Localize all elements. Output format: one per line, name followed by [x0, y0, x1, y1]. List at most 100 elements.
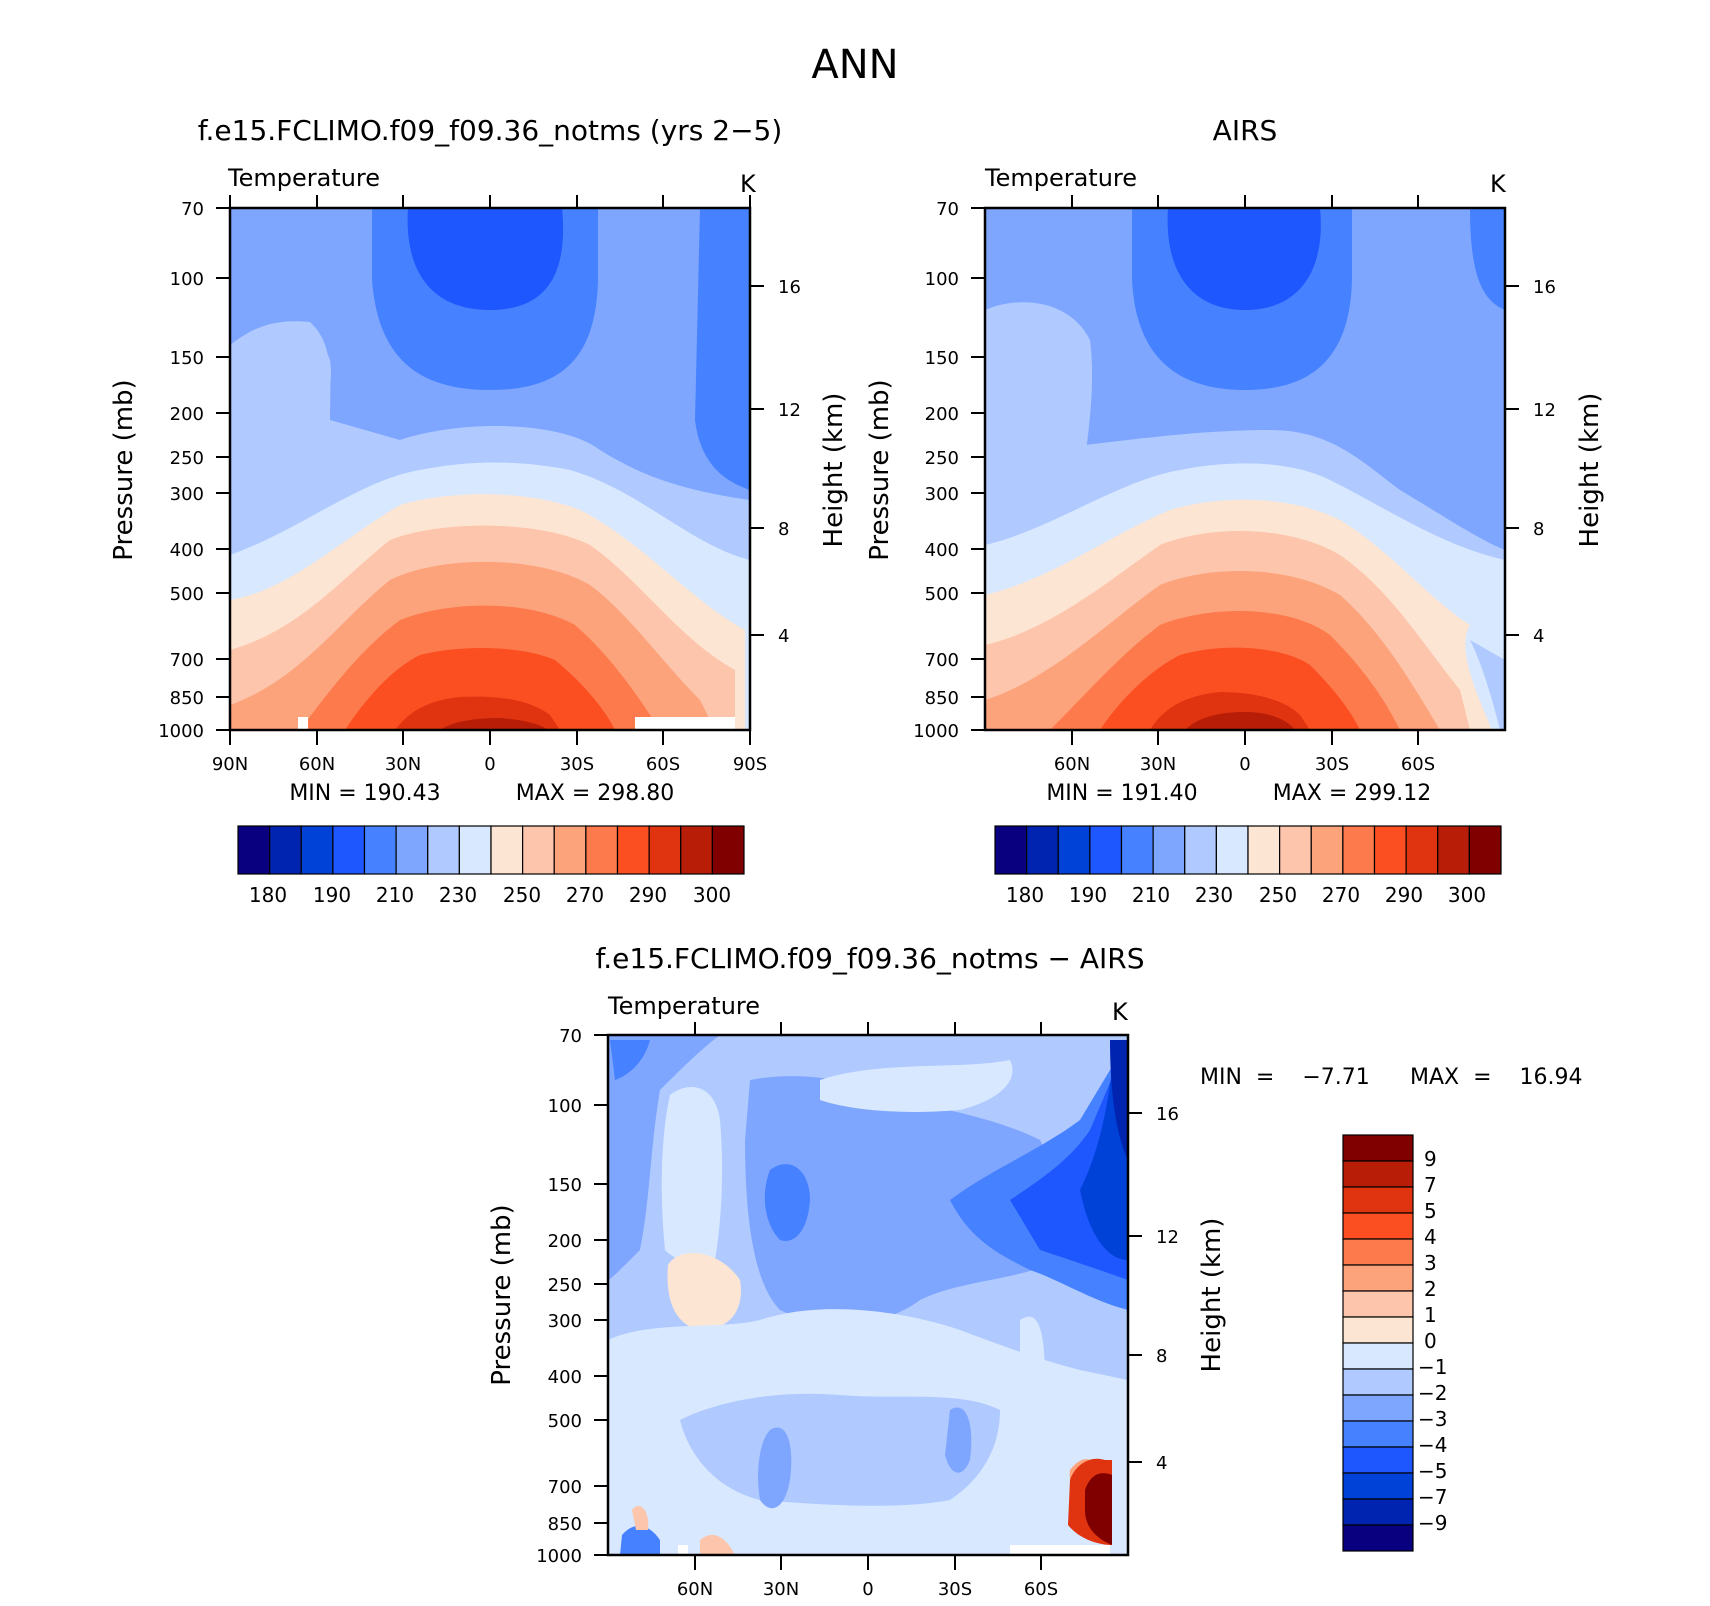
model-ytick-label: 70 [181, 199, 204, 220]
diff-colorbar-swatch [1342, 1290, 1414, 1318]
obs-band-antarctic-cold [1470, 640, 1505, 730]
model-colorbar [237, 825, 745, 875]
panel-model-title: f.e15.FCLIMO.f09_f09.36_notms (yrs 2−5) [198, 114, 783, 147]
panel-obs-units: K [1490, 170, 1507, 198]
model-y-axis-title: Pressure (mb) [109, 379, 139, 560]
model-colorbar-swatch [522, 825, 555, 875]
model-colorbar-labels: 180 190 210 230 250 270 290 300 [249, 883, 731, 907]
obs-ytick-label: 300 [925, 484, 959, 505]
obs-colorbar-labels: 180 190 210 230 250 270 290 300 [1006, 883, 1486, 907]
panel-model-yticks: 70 100 150 200 250 300 400 500 700 850 1… [158, 199, 230, 742]
diff-colorbar-swatch [1342, 1394, 1414, 1422]
diff-colorbar-label: −5 [1418, 1459, 1447, 1483]
diff-missing-antarctica [1010, 1545, 1110, 1555]
panel-diff-yticks: 70 100 150 200 250 300 400 500 700 850 1… [536, 1026, 608, 1567]
model-y2tick-label: 4 [778, 626, 789, 647]
obs-colorbar-swatch [1247, 825, 1281, 875]
obs-y2tick-label: 8 [1533, 519, 1544, 540]
model-band-nh-lower-strat [262, 336, 331, 470]
obs-band-south-pole-cold [1470, 208, 1505, 310]
diff-band-nh-warm-blob [667, 1253, 741, 1330]
obs-ytick-label: 850 [925, 688, 959, 709]
diff-xtick-label: 30S [938, 1579, 972, 1600]
diff-ytick-label: 850 [548, 1514, 582, 1535]
obs-band-280-290 [1100, 647, 1360, 730]
model-xtick-label: 60S [646, 754, 680, 775]
diff-ytick-label: 100 [548, 1096, 582, 1117]
model-ytick-label: 700 [170, 650, 204, 671]
diff-band-tropical-cool [745, 1076, 1064, 1324]
obs-colorbar-label: 300 [1448, 883, 1486, 907]
model-band-185-190 [407, 208, 564, 310]
diff-xtick-label: 60S [1024, 1579, 1058, 1600]
diff-colorbar [1342, 1134, 1414, 1552]
model-colorbar-swatch [363, 825, 397, 875]
obs-colorbar-swatch [994, 825, 1028, 875]
model-colorbar-label: 290 [629, 883, 667, 907]
diff-ytick-label: 150 [548, 1175, 582, 1196]
obs-y-axis-title: Pressure (mb) [865, 379, 895, 560]
model-colorbar-swatch [332, 825, 366, 875]
obs-xtick-label: 60N [1054, 754, 1090, 775]
obs-colorbar [994, 825, 1502, 875]
diff-colorbar-swatch [1342, 1134, 1414, 1162]
model-xtick-label: 30N [385, 754, 421, 775]
obs-colorbar-label: 250 [1259, 883, 1297, 907]
diff-colorbar-swatch [1342, 1498, 1414, 1526]
diff-colorbar-swatch [1342, 1238, 1414, 1266]
diff-ytick-label: 200 [548, 1231, 582, 1252]
model-band-280-290 [345, 648, 615, 730]
model-ytick-label: 500 [170, 584, 204, 605]
diff-colorbar-label: 2 [1424, 1277, 1437, 1301]
obs-colorbar-swatch [1152, 825, 1186, 875]
diff-xtick-label: 60N [677, 1579, 713, 1600]
diff-band-sfc-warm [700, 1535, 735, 1555]
diff-colorbar-swatch [1342, 1160, 1414, 1188]
diff-y2tick-label: 8 [1156, 1346, 1167, 1367]
panel-diff-y2ticks: 16 12 8 4 [1128, 1104, 1179, 1474]
diff-colorbar-label: −4 [1418, 1433, 1447, 1457]
diff-ytick-label: 1000 [536, 1546, 582, 1567]
obs-colorbar-label: 270 [1322, 883, 1360, 907]
obs-ytick-label: 700 [925, 650, 959, 671]
model-band-295-300 [440, 718, 548, 730]
obs-colorbar-label: 210 [1132, 883, 1170, 907]
diff-colorbar-label: 3 [1424, 1251, 1437, 1275]
diff-colorbar-label: 0 [1424, 1329, 1437, 1353]
model-min-label: MIN = 190.43 [289, 781, 440, 806]
panel-model-variable: Temperature [227, 164, 380, 192]
diff-band-sfc-cold [620, 1525, 660, 1555]
model-y2tick-label: 8 [778, 519, 789, 540]
diff-colorbar-swatch [1342, 1264, 1414, 1292]
diff-colorbar-swatch [1342, 1212, 1414, 1240]
model-xtick-label: 0 [484, 754, 495, 775]
diff-colorbar-labels: 9 7 5 4 3 2 1 0 −1 −2 −3 −4 −5 −7 −9 [1418, 1147, 1447, 1535]
obs-ytick-label: 250 [925, 448, 959, 469]
model-colorbar-swatch [680, 825, 713, 875]
model-colorbar-label: 190 [313, 883, 351, 907]
diff-ytick-label: 500 [548, 1411, 582, 1432]
model-max-label: MAX = 298.80 [516, 781, 675, 806]
obs-y2-axis-title: Height (km) [1575, 393, 1605, 548]
obs-colorbar-swatch [1026, 825, 1059, 875]
model-colorbar-swatch [648, 825, 682, 875]
diff-band-sh-extreme [1110, 1040, 1128, 1160]
panel-obs-variable: Temperature [984, 164, 1137, 192]
model-colorbar-label: 210 [376, 883, 414, 907]
obs-band-nh-lower-strat [985, 302, 1093, 470]
diff-xtick-label: 0 [862, 1579, 873, 1600]
obs-band-295-300 [1185, 712, 1295, 730]
diff-band-nh-low-warm [632, 1506, 649, 1530]
model-y2tick-label: 12 [778, 400, 801, 421]
obs-colorbar-swatch [1120, 825, 1154, 875]
obs-colorbar-swatch [1468, 825, 1502, 875]
diff-y2-axis-title: Height (km) [1197, 1218, 1227, 1373]
diff-colorbar-label: −1 [1418, 1355, 1447, 1379]
model-colorbar-swatch [269, 825, 302, 875]
diff-y-axis-title: Pressure (mb) [487, 1204, 517, 1385]
obs-y2tick-label: 4 [1533, 626, 1544, 647]
obs-colorbar-swatch [1089, 825, 1123, 875]
panel-model-contours [230, 208, 750, 730]
diff-max-label: MAX = 16.94 [1410, 1065, 1582, 1090]
obs-colorbar-swatch [1279, 825, 1312, 875]
